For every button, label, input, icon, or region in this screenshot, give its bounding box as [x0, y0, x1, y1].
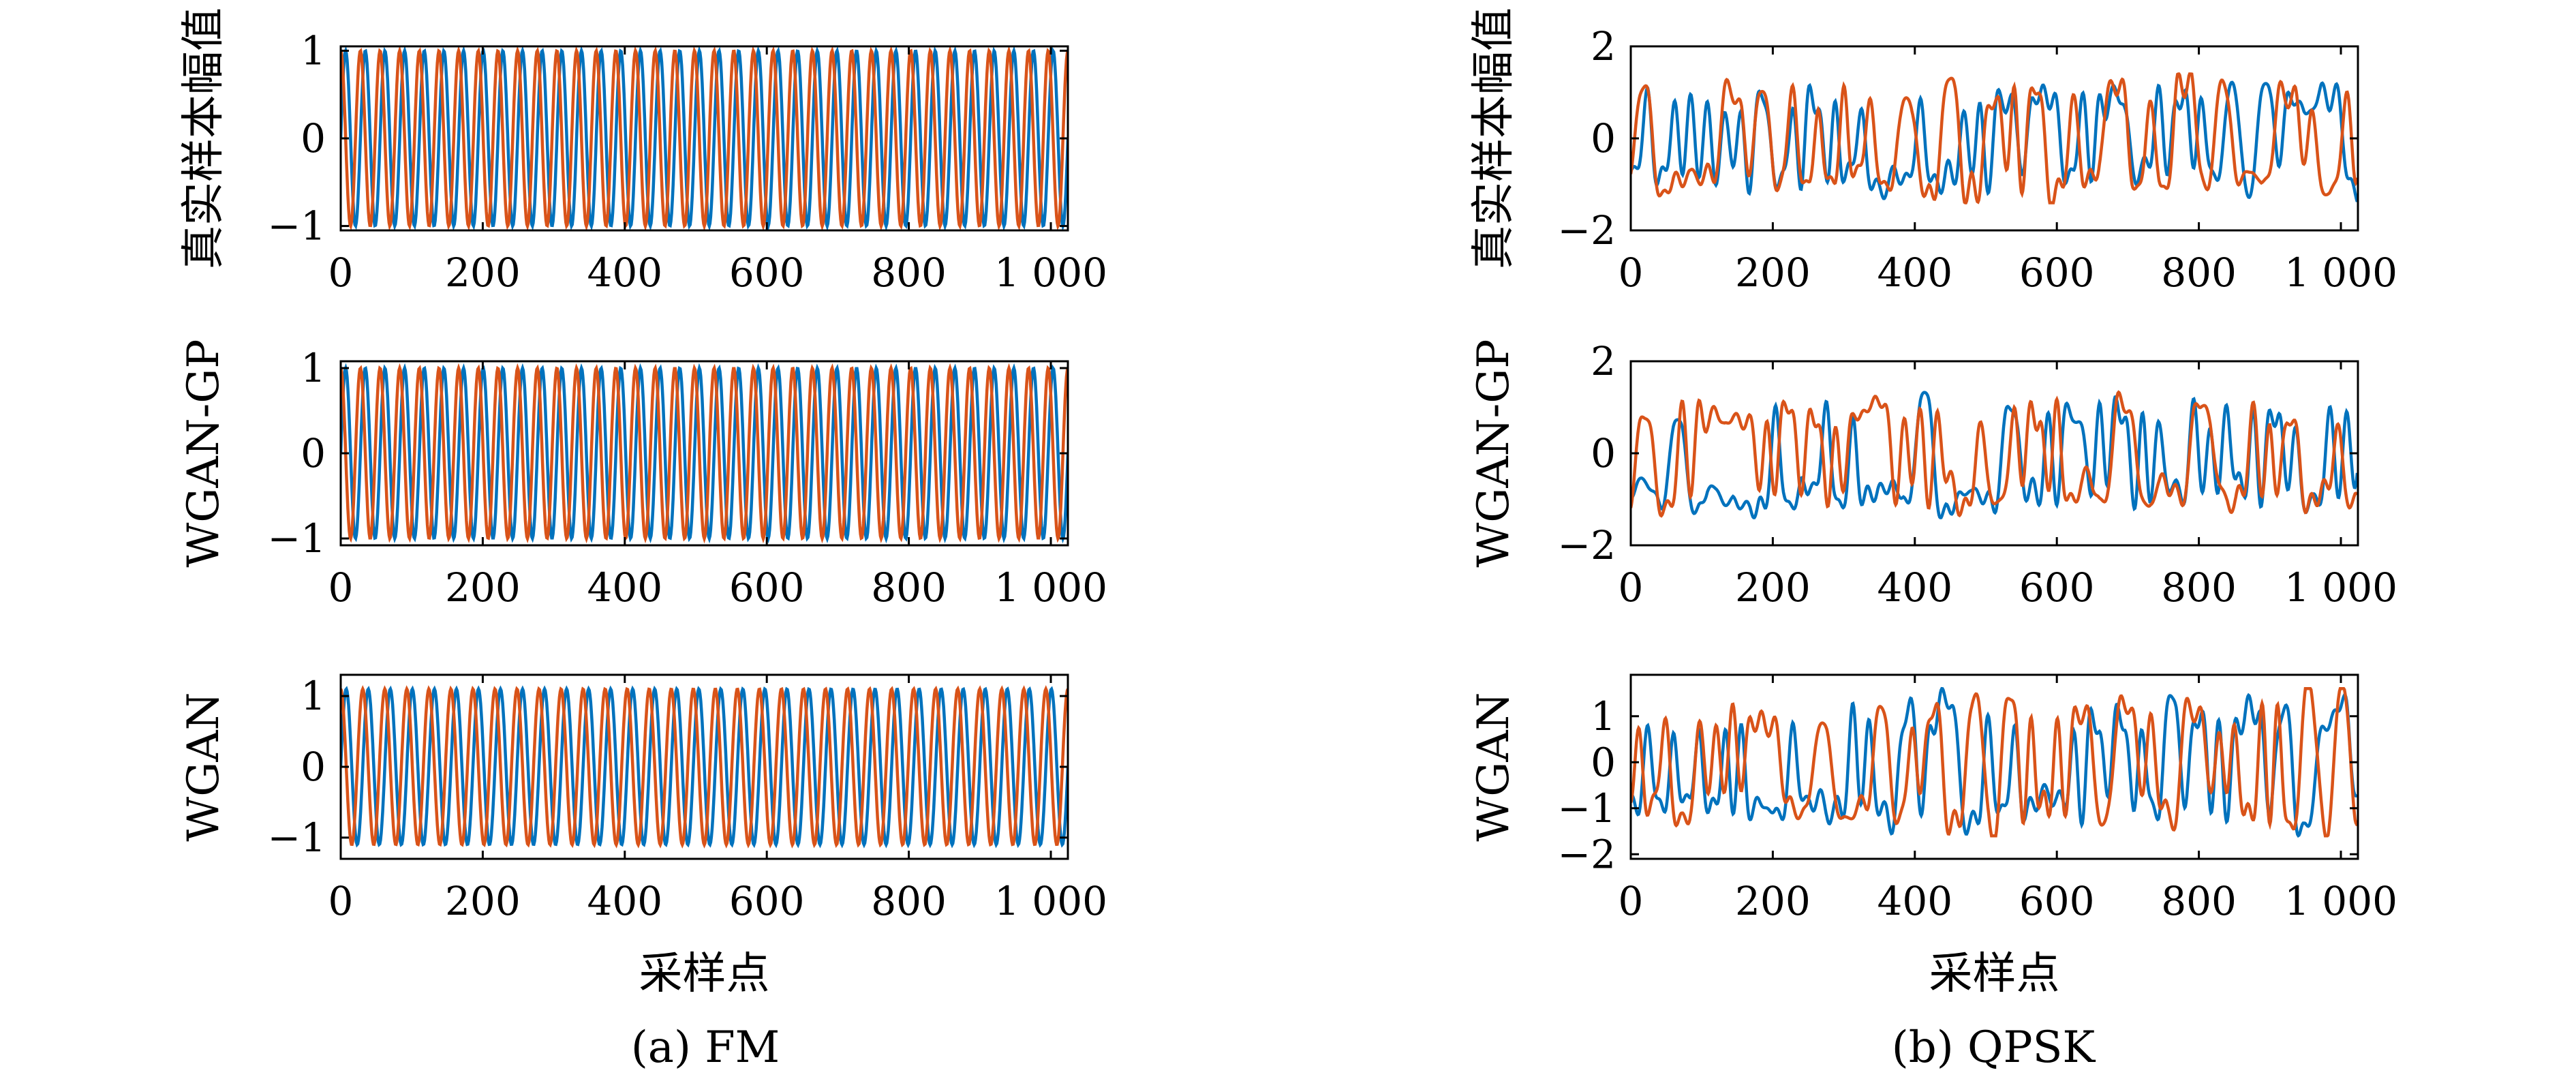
x-tick-label: 600: [729, 878, 805, 924]
y-tick-label: 0: [301, 430, 326, 476]
y-axis-title: WGAN-GP: [1469, 339, 1519, 568]
x-tick-label: 0: [328, 249, 354, 296]
x-tick-label: 0: [328, 564, 354, 611]
x-tick-label: 1 000: [2284, 249, 2397, 296]
y-axis-title: WGAN-GP: [179, 339, 229, 568]
x-tick-label: 400: [1877, 249, 1952, 296]
x-tick-label: 1 000: [994, 564, 1107, 611]
x-tick-label: 600: [2019, 564, 2095, 611]
x-axis-title: 采样点: [1929, 949, 2060, 999]
y-tick-label: −2: [1558, 831, 1616, 877]
x-tick-label: 800: [2161, 878, 2237, 924]
y-axis-title: 真实样本幅值: [179, 7, 229, 269]
series-line-2: [341, 685, 1068, 849]
x-tick-label: 400: [587, 564, 662, 611]
y-tick-label: −2: [1558, 207, 1616, 254]
x-tick-label: 0: [1619, 878, 1644, 924]
x-tick-label: 200: [1735, 249, 1811, 296]
y-tick-label: 0: [301, 115, 326, 162]
series-line-1: [1631, 391, 2358, 519]
x-tick-label: 0: [1619, 564, 1644, 611]
series-line-1: [341, 363, 1068, 544]
y-tick-label: 1: [301, 27, 326, 74]
x-tick-label: 1 000: [2284, 878, 2397, 924]
y-tick-label: 2: [1591, 338, 1616, 384]
x-tick-label: 400: [1877, 564, 1952, 611]
y-tick-label: 1: [301, 673, 326, 719]
x-tick-label: 800: [871, 878, 947, 924]
x-tick-label: 1 000: [994, 878, 1107, 924]
y-tick-label: −1: [268, 515, 326, 562]
y-tick-label: −1: [268, 203, 326, 249]
x-tick-label: 800: [871, 249, 947, 296]
x-axis-title: 采样点: [639, 949, 770, 999]
x-tick-label: 600: [2019, 878, 2095, 924]
x-tick-label: 800: [2161, 564, 2237, 611]
x-tick-label: 1 000: [994, 249, 1107, 296]
series-line-1: [1631, 80, 2358, 202]
series-line-1: [341, 46, 1068, 230]
x-tick-label: 0: [328, 878, 354, 924]
x-tick-label: 800: [2161, 249, 2237, 296]
x-tick-label: 200: [1735, 564, 1811, 611]
y-axis-title: WGAN: [179, 692, 229, 841]
series-line-2: [341, 46, 1068, 230]
y-tick-label: −1: [1558, 785, 1616, 832]
x-tick-label: 200: [445, 249, 521, 296]
caption-a: (a) FM: [631, 1022, 780, 1073]
series-line-1: [341, 685, 1068, 849]
y-axis-title: 真实样本幅值: [1469, 7, 1519, 269]
y-tick-label: 0: [301, 744, 326, 790]
x-tick-label: 600: [729, 249, 805, 296]
x-tick-label: 800: [871, 564, 947, 611]
x-tick-label: 400: [587, 249, 662, 296]
axes-frame: [1629, 673, 2359, 860]
x-tick-label: 200: [445, 564, 521, 611]
y-tick-label: −1: [268, 815, 326, 861]
y-tick-label: −2: [1558, 522, 1616, 568]
y-tick-label: 2: [1591, 23, 1616, 70]
caption-b: (b) QPSK: [1892, 1022, 2096, 1073]
series-line-2: [1631, 687, 2358, 838]
x-tick-label: 600: [729, 564, 805, 611]
x-tick-label: 200: [445, 878, 521, 924]
x-tick-label: 400: [1877, 878, 1952, 924]
x-tick-label: 1 000: [2284, 564, 2397, 611]
series-line-2: [1631, 72, 2358, 204]
y-tick-label: 0: [1591, 739, 1616, 785]
series-line-2: [341, 363, 1068, 544]
x-tick-label: 200: [1735, 878, 1811, 924]
x-tick-label: 600: [2019, 249, 2095, 296]
x-tick-label: 400: [587, 878, 662, 924]
y-axis-title: WGAN: [1469, 692, 1519, 841]
series-line-1: [1631, 686, 2358, 838]
series-line-2: [1631, 390, 2358, 518]
x-tick-label: 0: [1619, 249, 1644, 296]
y-tick-label: 0: [1591, 430, 1616, 476]
y-tick-label: 1: [301, 345, 326, 391]
y-tick-label: 1: [1591, 693, 1616, 740]
y-tick-label: 0: [1591, 115, 1616, 162]
